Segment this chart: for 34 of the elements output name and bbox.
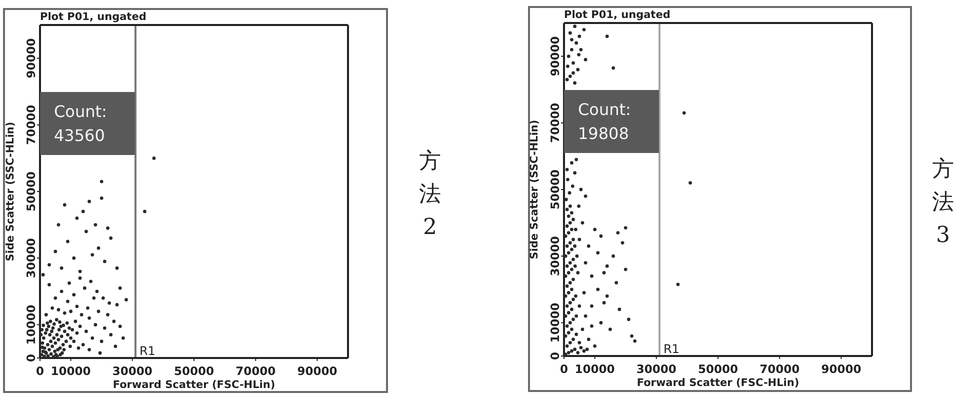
- x-axis-title: Forward Scatter (FSC-HLin): [636, 377, 800, 389]
- y-tick-label: 70000: [548, 102, 562, 143]
- y-tick-label: 90000: [548, 36, 562, 76]
- chart-title: Plot P01, ungated: [564, 9, 670, 22]
- y-tick-label: 30000: [548, 236, 562, 276]
- y-tick-label: 90000: [24, 38, 38, 78]
- y-tick-label: 0: [24, 354, 38, 362]
- x-tick-label: 50000: [698, 362, 738, 376]
- x-axis-title: Forward Scatter (FSC-HLin): [112, 379, 276, 391]
- x-tick-label: 50000: [174, 364, 214, 378]
- chart-title: Plot P01, ungated: [40, 11, 146, 24]
- y-tick-label: 50000: [24, 171, 38, 212]
- text: 方法3: [931, 156, 955, 250]
- annotation: Count: 43560: [40, 92, 135, 155]
- x-tick-label: 10000: [50, 364, 91, 378]
- y-tick-label: 70000: [24, 104, 38, 145]
- y-tick-label: 0: [548, 352, 562, 360]
- y-tick-label: 30000: [24, 238, 38, 278]
- ref-line-label: R1: [663, 342, 680, 356]
- y-tick-label: 10000: [548, 302, 562, 343]
- annotation: Count: 19808: [564, 90, 659, 153]
- text: 方法2: [418, 148, 442, 242]
- x-tick-label: 30000: [112, 364, 152, 378]
- y-tick-label: 10000: [24, 304, 38, 345]
- y-tick-label: 50000: [548, 169, 562, 210]
- ref-line-label: R1: [139, 344, 156, 358]
- x-tick-label: 70000: [236, 364, 276, 378]
- x-tick-label: 70000: [760, 362, 800, 376]
- x-tick-label: 10000: [574, 362, 615, 376]
- y-axis-title: Side Scatter (SSC-HLin): [4, 122, 17, 262]
- x-tick-label: 90000: [821, 362, 862, 376]
- x-tick-label: 90000: [297, 364, 338, 378]
- x-tick-label: 30000: [636, 362, 676, 376]
- y-axis-title: Side Scatter (SSC-HLin): [528, 120, 541, 260]
